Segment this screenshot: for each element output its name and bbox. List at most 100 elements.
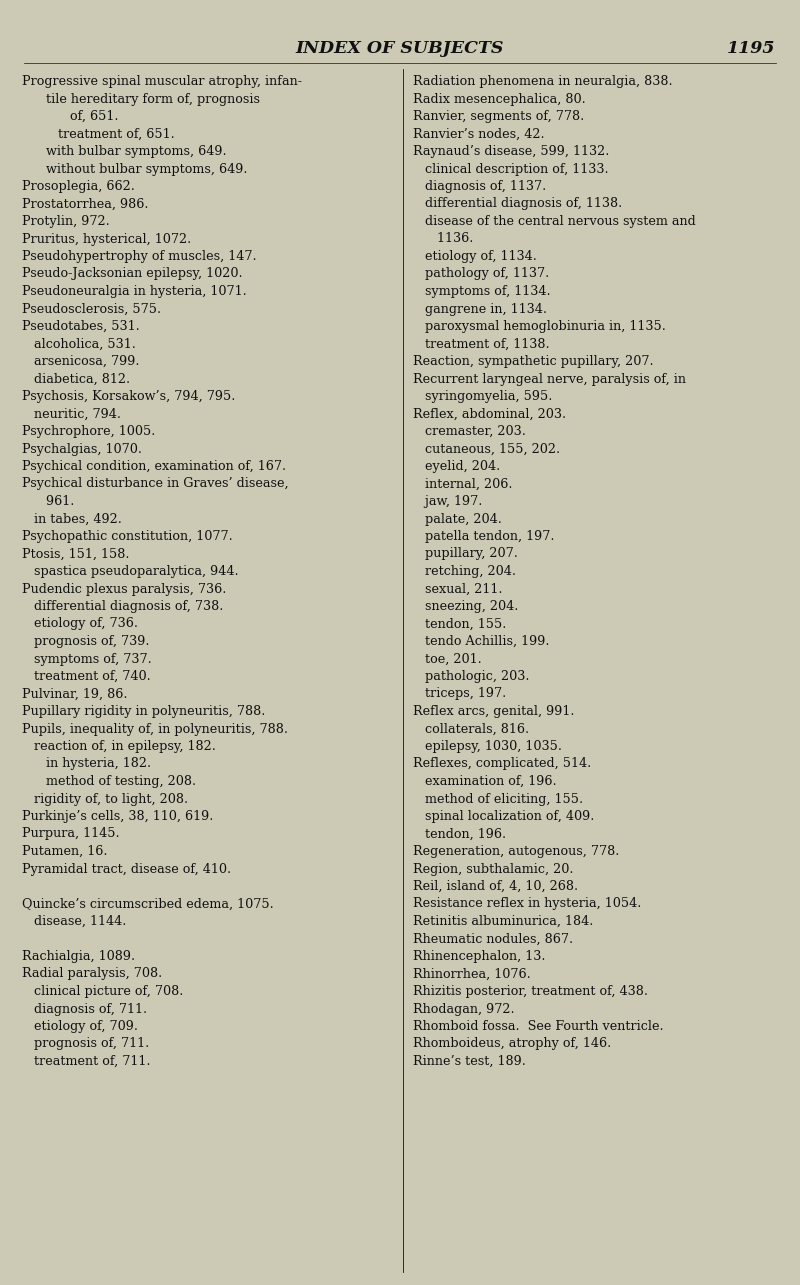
Text: 1136.: 1136.	[413, 233, 474, 245]
Text: Pseudohypertrophy of muscles, 147.: Pseudohypertrophy of muscles, 147.	[22, 251, 257, 263]
Text: Psychosis, Korsakow’s, 794, 795.: Psychosis, Korsakow’s, 794, 795.	[22, 391, 235, 403]
Text: prognosis of, 711.: prognosis of, 711.	[22, 1037, 150, 1051]
Text: Reflexes, complicated, 514.: Reflexes, complicated, 514.	[413, 757, 591, 771]
Text: Rhinorrhea, 1076.: Rhinorrhea, 1076.	[413, 968, 530, 980]
Text: Reflex, abdominal, 203.: Reflex, abdominal, 203.	[413, 407, 566, 420]
Text: 961.: 961.	[22, 495, 74, 508]
Text: Rinne’s test, 189.: Rinne’s test, 189.	[413, 1055, 526, 1068]
Text: toe, 201.: toe, 201.	[413, 653, 482, 666]
Text: diabetica, 812.: diabetica, 812.	[22, 373, 130, 386]
Text: pupillary, 207.: pupillary, 207.	[413, 547, 518, 560]
Text: arsenicosa, 799.: arsenicosa, 799.	[22, 355, 139, 368]
Text: Pseudotabes, 531.: Pseudotabes, 531.	[22, 320, 140, 333]
Text: tendon, 196.: tendon, 196.	[413, 828, 506, 840]
Text: Prosoplegia, 662.: Prosoplegia, 662.	[22, 180, 135, 193]
Text: Pseudoneuralgia in hysteria, 1071.: Pseudoneuralgia in hysteria, 1071.	[22, 285, 246, 298]
Text: Resistance reflex in hysteria, 1054.: Resistance reflex in hysteria, 1054.	[413, 897, 642, 911]
Text: cremaster, 203.: cremaster, 203.	[413, 425, 526, 438]
Text: Reflex arcs, genital, 991.: Reflex arcs, genital, 991.	[413, 705, 574, 718]
Text: Rhomboid fossa.  See Fourth ventricle.: Rhomboid fossa. See Fourth ventricle.	[413, 1020, 664, 1033]
Text: sneezing, 204.: sneezing, 204.	[413, 600, 518, 613]
Text: Rhodagan, 972.: Rhodagan, 972.	[413, 1002, 514, 1015]
Text: Raynaud’s disease, 599, 1132.: Raynaud’s disease, 599, 1132.	[413, 145, 610, 158]
Text: prognosis of, 739.: prognosis of, 739.	[22, 635, 150, 648]
Text: Psychical disturbance in Graves’ disease,: Psychical disturbance in Graves’ disease…	[22, 478, 289, 491]
Text: Pruritus, hysterical, 1072.: Pruritus, hysterical, 1072.	[22, 233, 191, 245]
Text: Rhomboideus, atrophy of, 146.: Rhomboideus, atrophy of, 146.	[413, 1037, 611, 1051]
Text: Pyramidal tract, disease of, 410.: Pyramidal tract, disease of, 410.	[22, 862, 231, 875]
Text: rigidity of, to light, 208.: rigidity of, to light, 208.	[22, 793, 188, 806]
Text: Region, subthalamic, 20.: Region, subthalamic, 20.	[413, 862, 574, 875]
Text: Psychalgias, 1070.: Psychalgias, 1070.	[22, 442, 142, 455]
Text: palate, 204.: palate, 204.	[413, 513, 502, 526]
Text: tile hereditary form of, prognosis: tile hereditary form of, prognosis	[22, 93, 260, 105]
Text: Psychopathic constitution, 1077.: Psychopathic constitution, 1077.	[22, 529, 233, 544]
Text: Ranvier, segments of, 778.: Ranvier, segments of, 778.	[413, 111, 584, 123]
Text: epilepsy, 1030, 1035.: epilepsy, 1030, 1035.	[413, 740, 562, 753]
Text: paroxysmal hemoglobinuria in, 1135.: paroxysmal hemoglobinuria in, 1135.	[413, 320, 666, 333]
Text: in tabes, 492.: in tabes, 492.	[22, 513, 122, 526]
Text: Pseudosclerosis, 575.: Pseudosclerosis, 575.	[22, 302, 161, 316]
Text: tendo Achillis, 199.: tendo Achillis, 199.	[413, 635, 550, 648]
Text: 1195: 1195	[726, 40, 775, 57]
Text: collaterals, 816.: collaterals, 816.	[413, 722, 529, 735]
Text: of, 651.: of, 651.	[22, 111, 118, 123]
Text: Pulvinar, 19, 86.: Pulvinar, 19, 86.	[22, 687, 127, 700]
Text: syringomyelia, 595.: syringomyelia, 595.	[413, 391, 552, 403]
Text: Pupillary rigidity in polyneuritis, 788.: Pupillary rigidity in polyneuritis, 788.	[22, 705, 266, 718]
Text: alcoholica, 531.: alcoholica, 531.	[22, 338, 136, 351]
Text: disease, 1144.: disease, 1144.	[22, 915, 126, 928]
Text: Recurrent laryngeal nerve, paralysis of, in: Recurrent laryngeal nerve, paralysis of,…	[413, 373, 686, 386]
Text: Psychrophore, 1005.: Psychrophore, 1005.	[22, 425, 155, 438]
Text: triceps, 197.: triceps, 197.	[413, 687, 506, 700]
Text: Pupils, inequality of, in polyneuritis, 788.: Pupils, inequality of, in polyneuritis, …	[22, 722, 288, 735]
Text: patella tendon, 197.: patella tendon, 197.	[413, 529, 554, 544]
Text: diagnosis of, 1137.: diagnosis of, 1137.	[413, 180, 546, 193]
Text: Rheumatic nodules, 867.: Rheumatic nodules, 867.	[413, 933, 573, 946]
Text: differential diagnosis of, 738.: differential diagnosis of, 738.	[22, 600, 223, 613]
Text: differential diagnosis of, 1138.: differential diagnosis of, 1138.	[413, 198, 622, 211]
Text: internal, 206.: internal, 206.	[413, 478, 513, 491]
Text: Rachialgia, 1089.: Rachialgia, 1089.	[22, 950, 135, 962]
Text: spastica pseudoparalytica, 944.: spastica pseudoparalytica, 944.	[22, 565, 238, 578]
Text: symptoms of, 737.: symptoms of, 737.	[22, 653, 152, 666]
Text: pathology of, 1137.: pathology of, 1137.	[413, 267, 550, 280]
Text: without bulbar symptoms, 649.: without bulbar symptoms, 649.	[22, 162, 247, 176]
Text: reaction of, in epilepsy, 182.: reaction of, in epilepsy, 182.	[22, 740, 216, 753]
Text: Reaction, sympathetic pupillary, 207.: Reaction, sympathetic pupillary, 207.	[413, 355, 654, 368]
Text: INDEX OF SUBJECTS: INDEX OF SUBJECTS	[296, 40, 504, 57]
Text: Reil, island of, 4, 10, 268.: Reil, island of, 4, 10, 268.	[413, 880, 578, 893]
Text: eyelid, 204.: eyelid, 204.	[413, 460, 500, 473]
Text: etiology of, 709.: etiology of, 709.	[22, 1020, 138, 1033]
Text: Radial paralysis, 708.: Radial paralysis, 708.	[22, 968, 162, 980]
Text: Rhinencephalon, 13.: Rhinencephalon, 13.	[413, 950, 546, 962]
Text: Progressive spinal muscular atrophy, infan-: Progressive spinal muscular atrophy, inf…	[22, 75, 302, 87]
Text: Quincke’s circumscribed edema, 1075.: Quincke’s circumscribed edema, 1075.	[22, 897, 274, 911]
Text: Purpura, 1145.: Purpura, 1145.	[22, 828, 120, 840]
Text: neuritic, 794.: neuritic, 794.	[22, 407, 121, 420]
Text: etiology of, 736.: etiology of, 736.	[22, 618, 138, 631]
Text: Pseudo-Jacksonian epilepsy, 1020.: Pseudo-Jacksonian epilepsy, 1020.	[22, 267, 242, 280]
Text: Radix mesencephalica, 80.: Radix mesencephalica, 80.	[413, 93, 586, 105]
Text: method of eliciting, 155.: method of eliciting, 155.	[413, 793, 583, 806]
Text: symptoms of, 1134.: symptoms of, 1134.	[413, 285, 550, 298]
Text: method of testing, 208.: method of testing, 208.	[22, 775, 196, 788]
Text: Putamen, 16.: Putamen, 16.	[22, 846, 107, 858]
Text: sexual, 211.: sexual, 211.	[413, 582, 502, 595]
Text: Pudendic plexus paralysis, 736.: Pudendic plexus paralysis, 736.	[22, 582, 226, 595]
Text: Prostatorrhea, 986.: Prostatorrhea, 986.	[22, 198, 149, 211]
Text: with bulbar symptoms, 649.: with bulbar symptoms, 649.	[22, 145, 226, 158]
Text: in hysteria, 182.: in hysteria, 182.	[22, 757, 151, 771]
Text: disease of the central nervous system and: disease of the central nervous system an…	[413, 215, 696, 227]
Text: spinal localization of, 409.: spinal localization of, 409.	[413, 810, 594, 822]
Text: tendon, 155.: tendon, 155.	[413, 618, 506, 631]
Text: pathologic, 203.: pathologic, 203.	[413, 669, 530, 684]
Text: treatment of, 651.: treatment of, 651.	[22, 127, 174, 140]
Text: examination of, 196.: examination of, 196.	[413, 775, 557, 788]
Text: Purkinje’s cells, 38, 110, 619.: Purkinje’s cells, 38, 110, 619.	[22, 810, 214, 822]
Text: Psychical condition, examination of, 167.: Psychical condition, examination of, 167…	[22, 460, 286, 473]
Text: Retinitis albuminurica, 184.: Retinitis albuminurica, 184.	[413, 915, 594, 928]
Text: treatment of, 740.: treatment of, 740.	[22, 669, 150, 684]
Text: treatment of, 711.: treatment of, 711.	[22, 1055, 150, 1068]
Text: gangrene in, 1134.: gangrene in, 1134.	[413, 302, 547, 316]
